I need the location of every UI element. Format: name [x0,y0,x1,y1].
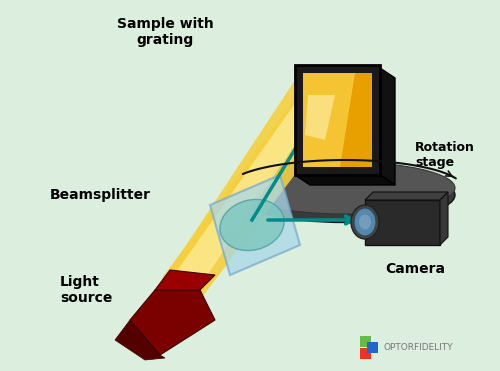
Text: Sample with
grating: Sample with grating [116,17,214,47]
Bar [366,342,378,353]
Text: Beamsplitter: Beamsplitter [50,188,151,202]
Text: Camera: Camera [385,262,445,276]
Text: Rotation
stage: Rotation stage [415,141,475,169]
Bar [360,336,371,347]
Polygon shape [365,192,448,200]
Polygon shape [440,192,448,245]
Polygon shape [380,68,395,185]
Polygon shape [295,65,380,175]
Polygon shape [365,200,440,245]
Text: OPTORFIDELITY: OPTORFIDELITY [384,343,454,352]
Ellipse shape [351,205,379,239]
Polygon shape [172,85,328,289]
Polygon shape [160,80,330,290]
Polygon shape [130,290,215,355]
Text: Light
source: Light source [60,275,112,305]
Polygon shape [210,175,300,275]
Polygon shape [295,175,395,185]
Polygon shape [305,95,335,140]
Polygon shape [162,85,340,300]
Ellipse shape [354,208,376,236]
Ellipse shape [235,167,455,223]
Polygon shape [115,320,165,360]
Polygon shape [303,73,355,167]
Ellipse shape [235,162,455,214]
Bar [360,348,371,359]
Ellipse shape [359,214,371,230]
Polygon shape [303,73,372,167]
Ellipse shape [220,200,284,250]
Polygon shape [155,270,215,290]
